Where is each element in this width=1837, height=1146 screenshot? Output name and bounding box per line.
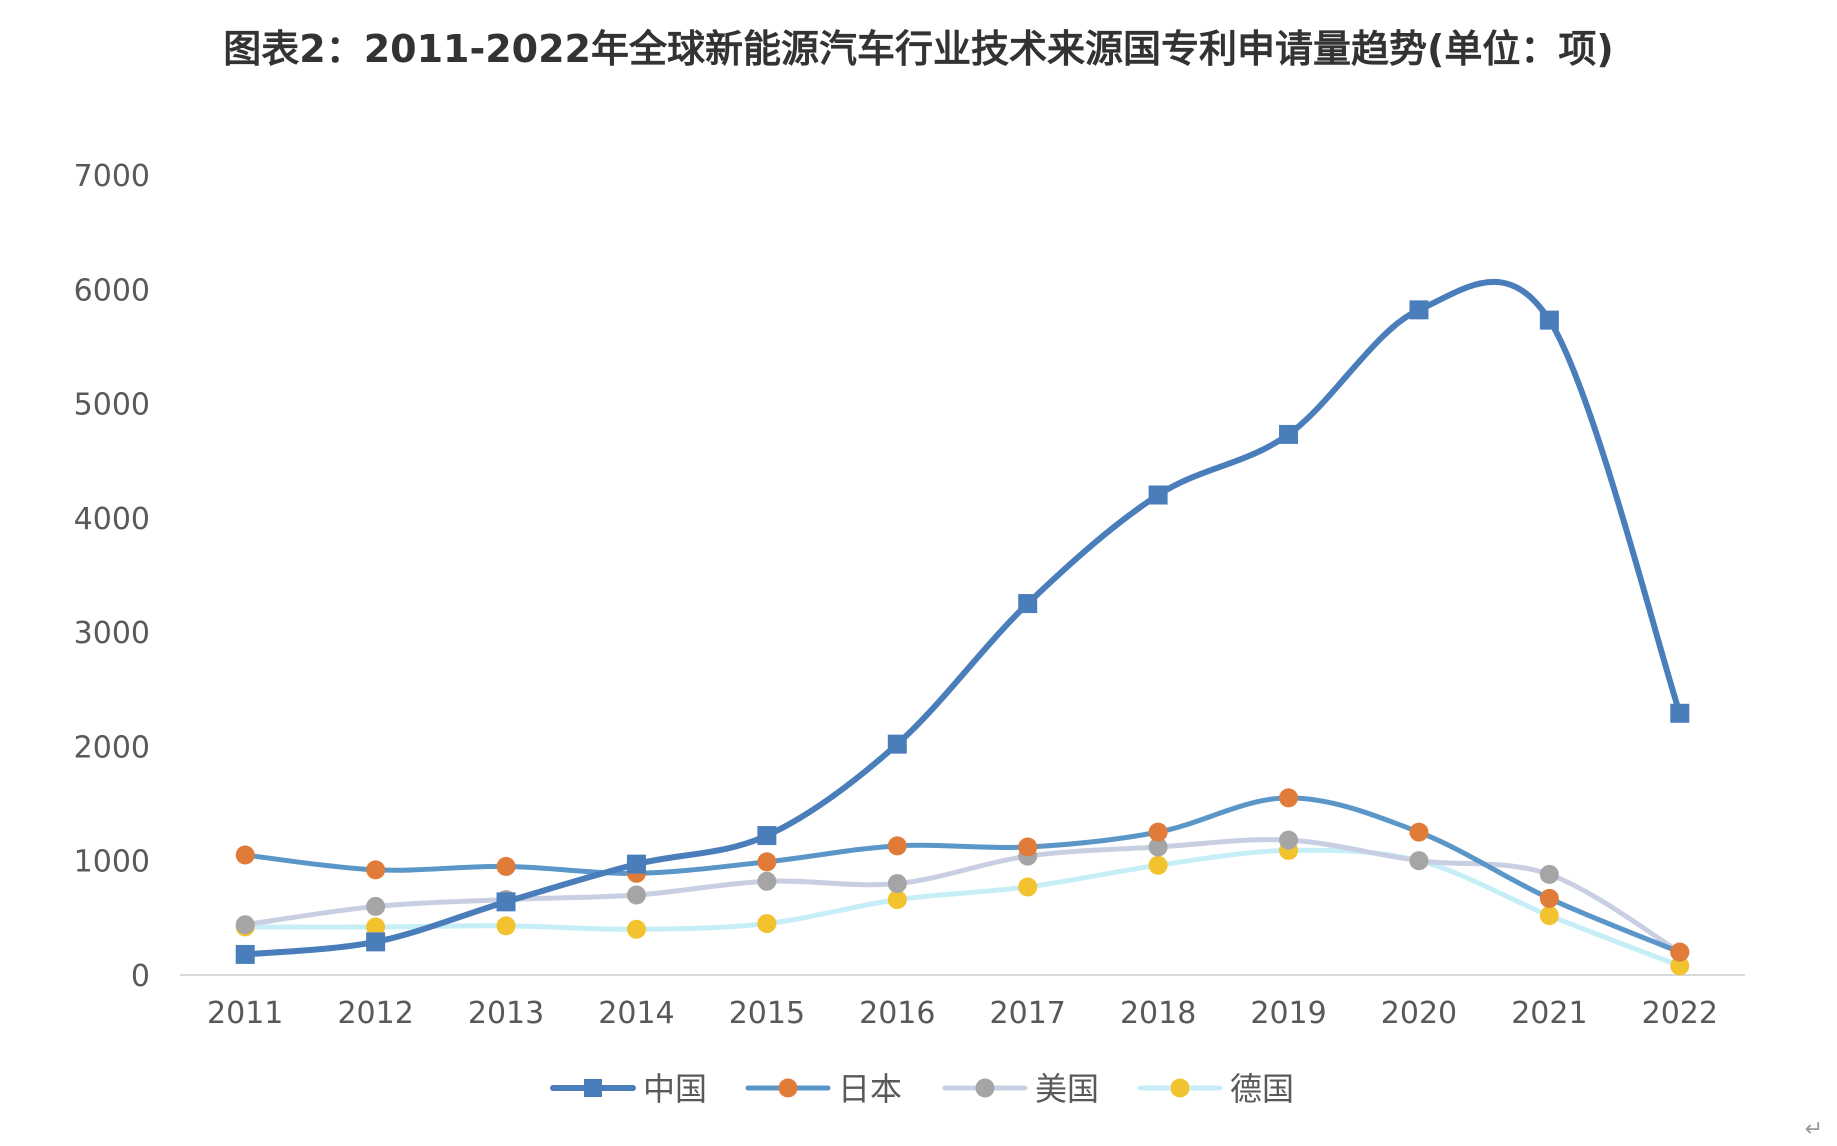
y-tick-label: 5000 xyxy=(74,388,150,423)
legend: 中国 日本 美国 德国 xyxy=(550,1070,1294,1108)
legend-item-japan: 日本 xyxy=(745,1070,902,1108)
x-tick-label: 2019 xyxy=(1250,996,1326,1031)
data-point-usa xyxy=(1279,830,1299,850)
x-tick-label: 2013 xyxy=(468,996,544,1031)
x-tick-label: 2011 xyxy=(207,996,283,1031)
data-point-usa xyxy=(887,874,907,894)
data-point-usa xyxy=(757,871,777,891)
legend-label-china: 中国 xyxy=(643,1070,707,1108)
data-point-usa xyxy=(366,896,386,916)
data-point-usa xyxy=(235,915,255,935)
data-point-japan xyxy=(1018,837,1038,857)
data-point-japan xyxy=(1539,888,1559,908)
data-point-germany xyxy=(1670,956,1690,976)
axis-layer: 0 1000 2000 3000 4000 5000 6000 7000 2011 2012 201… xyxy=(74,159,1745,1031)
data-point-china xyxy=(626,854,646,874)
data-point-japan xyxy=(235,845,255,865)
x-tick-label: 2018 xyxy=(1120,996,1196,1031)
series-germany xyxy=(235,840,1690,976)
data-point-germany xyxy=(1148,855,1168,875)
legend-label-germany: 德国 xyxy=(1230,1070,1294,1108)
data-point-japan xyxy=(1670,942,1690,962)
legend-marker-japan xyxy=(778,1078,798,1098)
data-point-china xyxy=(887,734,907,754)
data-point-china xyxy=(1670,703,1690,723)
data-point-japan xyxy=(366,860,386,880)
legend-marker-usa xyxy=(975,1078,995,1098)
data-point-germany xyxy=(887,890,907,910)
data-point-china xyxy=(1539,310,1559,330)
y-tick-label: 7000 xyxy=(74,159,150,194)
series-usa xyxy=(235,830,1690,962)
legend-item-usa: 美国 xyxy=(942,1070,1099,1108)
series-line-germany xyxy=(242,847,1683,969)
x-tick-label: 2014 xyxy=(598,996,674,1031)
data-point-germany xyxy=(1018,877,1038,897)
series-japan xyxy=(235,788,1690,962)
data-point-usa xyxy=(626,885,646,905)
data-point-germany xyxy=(757,914,777,934)
data-point-china xyxy=(1409,300,1429,320)
series-china xyxy=(235,278,1690,964)
series-line-usa xyxy=(242,837,1683,955)
data-point-china xyxy=(235,944,255,964)
data-point-germany xyxy=(366,917,386,937)
x-tick-label: 2020 xyxy=(1381,996,1457,1031)
data-point-japan xyxy=(496,856,516,876)
legend-item-germany: 德国 xyxy=(1137,1070,1294,1108)
legend-item-china: 中国 xyxy=(550,1070,707,1108)
x-tick-label: 2015 xyxy=(729,996,805,1031)
x-tick-label: 2012 xyxy=(337,996,413,1031)
y-tick-label: 6000 xyxy=(74,273,150,308)
x-tick-label: 2022 xyxy=(1642,996,1718,1031)
data-point-china xyxy=(1148,485,1168,505)
data-point-china xyxy=(1279,424,1299,444)
x-tick-label: 2017 xyxy=(990,996,1066,1031)
data-point-china xyxy=(757,826,777,846)
return-symbol: ↵ xyxy=(1804,1117,1823,1142)
y-tick-label: 4000 xyxy=(74,502,150,537)
data-point-japan xyxy=(1148,822,1168,842)
y-tick-label: 3000 xyxy=(74,616,150,651)
series-layer xyxy=(235,278,1690,976)
y-tick-label: 2000 xyxy=(74,730,150,765)
y-tick-label: 0 xyxy=(131,959,150,994)
data-point-japan xyxy=(1279,788,1299,808)
chart-title: 图表2：2011-2022年全球新能源汽车行业技术来源国专利申请量趋势(单位：项… xyxy=(223,27,1614,71)
data-point-germany xyxy=(496,916,516,936)
series-line-japan xyxy=(242,795,1683,955)
data-point-germany xyxy=(626,919,646,939)
data-point-usa xyxy=(1148,837,1168,857)
data-point-usa xyxy=(1539,864,1559,884)
data-point-japan xyxy=(757,852,777,872)
y-tick-label: 1000 xyxy=(74,845,150,880)
x-tick-label: 2021 xyxy=(1511,996,1587,1031)
legend-label-usa: 美国 xyxy=(1035,1070,1099,1108)
data-point-china xyxy=(1018,594,1038,614)
x-tick-label: 2016 xyxy=(859,996,935,1031)
data-point-japan xyxy=(887,836,907,856)
data-point-china xyxy=(496,892,516,912)
data-point-germany xyxy=(1539,906,1559,926)
data-point-japan xyxy=(1409,822,1429,842)
data-point-china xyxy=(366,932,386,952)
data-point-usa xyxy=(1409,851,1429,871)
legend-marker-china xyxy=(584,1079,602,1097)
legend-marker-germany xyxy=(1170,1078,1190,1098)
legend-label-japan: 日本 xyxy=(838,1070,902,1108)
